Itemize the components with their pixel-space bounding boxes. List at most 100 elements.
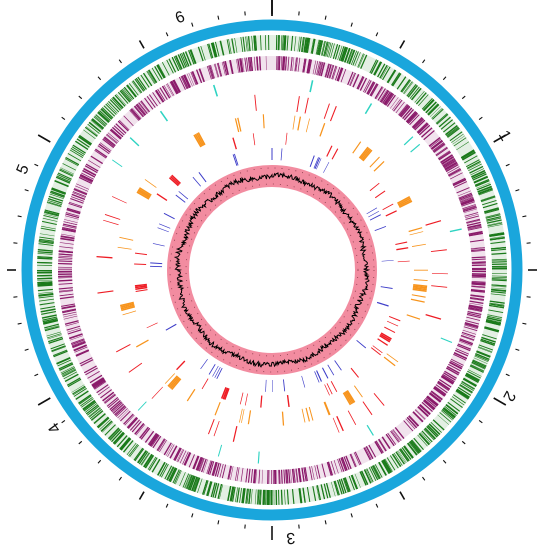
forward-cds-mark [83,401,97,412]
reverse-cds-mark [72,341,86,348]
forward-cds-mark [100,108,113,120]
forward-cds-mark [323,483,329,499]
forward-cds-mark [146,71,155,85]
reverse-cds-mark [345,455,352,470]
forward-cds-mark [44,209,60,215]
rrna-cluster-mark [167,375,178,387]
rrna-mark [241,409,245,424]
forward-cds-mark [117,91,129,104]
rrna-cluster-mark [193,134,202,148]
forward-cds-mark [487,314,503,318]
scale-tick [375,503,379,508]
prophage-mark [192,176,201,187]
reverse-cds-mark [377,439,387,452]
forward-cds-mark [473,176,489,184]
reverse-cds-mark [470,297,485,300]
rrna-mark [319,122,326,137]
trna-inner-mark [326,145,333,157]
reverse-cds-mark [63,313,77,318]
reverse-cds-mark [83,168,97,176]
trna-mark [323,103,330,119]
forward-cds-mark [46,333,62,339]
reverse-cds-mark [414,120,426,131]
forward-cds-mark [461,381,475,390]
forward-cds-mark [424,427,436,440]
forward-cds-mark [469,165,484,174]
forward-cds-mark [484,208,500,214]
forward-cds-mark [189,475,196,491]
reverse-cds-mark [257,56,259,71]
reverse-cds-mark [453,181,467,188]
prophage-mark [216,367,223,379]
forward-cds-mark [219,484,223,500]
reverse-cds-mark [157,439,166,452]
forward-cds-mark [489,232,505,237]
reverse-cds-mark [340,68,347,83]
forward-cds-mark [491,288,507,292]
forward-cds-mark [42,316,58,321]
forward-cds-mark [484,207,499,212]
reverse-cds-mark [180,76,188,90]
reverse-cds-mark [306,59,311,74]
reverse-cds-mark [389,97,399,109]
reverse-cds-mark [390,430,400,443]
forward-cds-mark [109,429,121,441]
forward-cds-mark [38,241,54,245]
reverse-cds-mark [256,56,259,71]
forward-cds-mark [484,207,499,213]
forward-cds-mark [478,188,493,194]
reverse-cds-mark [87,370,100,379]
forward-cds-mark [207,481,213,497]
reverse-cds-mark [423,399,436,410]
forward-cds-mark [386,457,396,471]
forward-cds-mark [301,37,305,53]
trna-mark [296,96,300,113]
reverse-cds-mark [94,381,107,390]
forward-cds-mark [282,35,284,51]
forward-cds-mark [426,426,438,438]
scale-tick [37,134,51,143]
forward-cds-mark [442,408,455,419]
prophage-mark [356,339,367,349]
reverse-cds-mark [408,415,419,427]
forward-cds-mark [311,38,316,54]
reverse-cds-mark [58,279,73,282]
forward-cds-mark [436,113,449,125]
reverse-cds-mark [133,105,144,118]
forward-cds-mark [348,49,355,64]
reverse-cds-mark [436,382,450,391]
reverse-cds-mark [441,375,454,384]
reverse-cds-mark [301,467,305,482]
reverse-cds-mark [71,193,86,200]
reverse-cds-mark [145,430,155,443]
rrna-mark [297,116,302,131]
forward-cds-mark [156,64,165,79]
reverse-cds-mark [84,365,97,374]
forward-cds-mark [471,169,485,177]
prophage-mark [376,302,389,307]
reverse-cds-mark [91,378,105,387]
forward-cds-mark [133,447,144,461]
reverse-cds-mark [149,434,159,447]
reverse-cds-mark [449,362,462,370]
trna-inner-mark [252,133,256,146]
reverse-cds-mark [152,92,161,105]
reverse-cds-mark [446,366,460,374]
forward-cds-mark [214,483,219,499]
trna-mark [373,392,385,406]
reverse-cds-mark [106,133,118,144]
forward-cds-mark [47,201,62,207]
reverse-cds-mark [135,104,146,116]
rrna-cluster-mark [136,191,150,200]
forward-cds-mark [341,46,348,62]
forward-cds-mark [418,433,430,446]
reverse-cds-mark [471,277,486,279]
reverse-cds-mark [298,468,302,483]
reverse-cds-mark [166,83,175,96]
reverse-cds-mark [459,194,473,200]
forward-cds-mark [50,190,65,197]
forward-cds-mark [320,40,325,56]
forward-cds-mark [197,478,203,493]
reverse-cds-mark [319,62,324,76]
forward-cds-mark [182,473,189,488]
